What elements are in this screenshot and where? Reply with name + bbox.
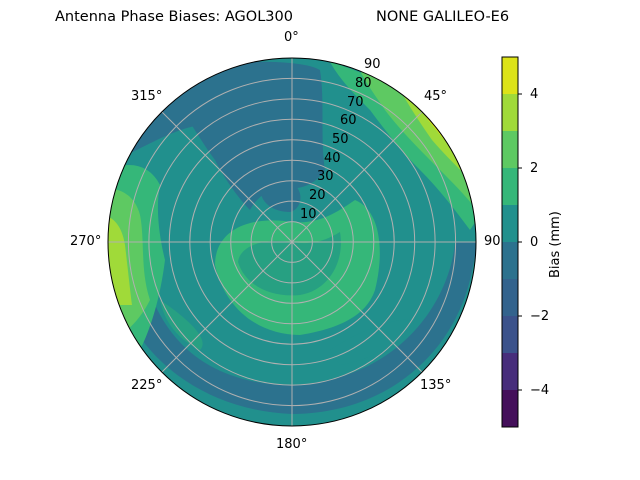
azimuth-label-315: 315° [131, 89, 163, 104]
radial-label-10: 10 [300, 207, 317, 222]
colorbar-tick-neg4: −4 [530, 383, 550, 398]
radial-label-30: 30 [317, 169, 334, 184]
azimuth-grid [108, 58, 476, 426]
plot-boundary [107, 57, 477, 427]
colorbar-tick-0: 0 [530, 235, 539, 250]
radial-label-80: 80 [355, 76, 372, 91]
colorbar-tick-4: 4 [530, 87, 539, 102]
colorbar-label: Bias (mm) [548, 211, 563, 278]
radial-label-60: 60 [340, 113, 357, 128]
colorbar-tick-2: 2 [530, 161, 539, 176]
chart-subtitle: NONE GALILEO-E6 [376, 9, 510, 25]
azimuth-label-180: 180° [276, 437, 308, 452]
radial-label-20: 20 [309, 188, 326, 203]
azimuth-label-270: 270° [70, 234, 102, 249]
azimuth-label-135: 135° [420, 378, 452, 393]
colorbar [501, 56, 522, 428]
radial-label-90: 90 [364, 57, 381, 72]
radial-label-40: 40 [324, 151, 341, 166]
chart-title: Antenna Phase Biases: AGOL300 [55, 9, 293, 25]
radial-label-50: 50 [332, 132, 349, 147]
azimuth-label-225: 225° [131, 378, 163, 393]
colorbar-tick-neg2: −2 [530, 309, 550, 324]
azimuth-label-0: 0° [284, 30, 299, 45]
azimuth-label-90: 90 [484, 234, 501, 249]
radial-label-70: 70 [347, 95, 364, 110]
azimuth-label-45: 45° [424, 89, 448, 104]
